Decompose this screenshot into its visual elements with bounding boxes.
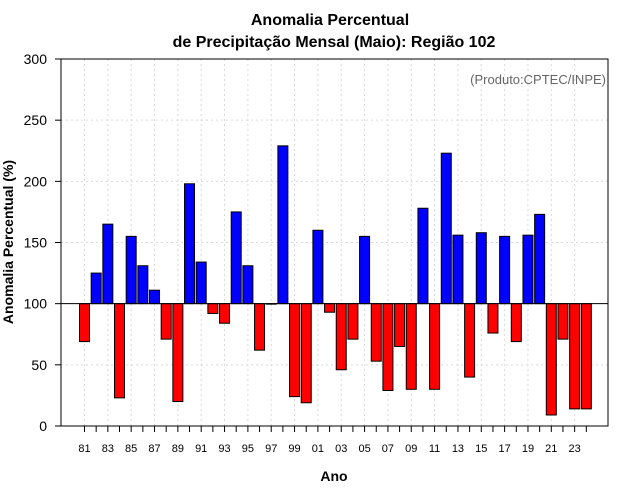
bar-2016 bbox=[487, 303, 499, 334]
x-tick-label: 93 bbox=[218, 443, 230, 455]
x-tick-label: 21 bbox=[545, 443, 557, 455]
x-tick-label: 95 bbox=[242, 443, 254, 455]
y-tick-label: 300 bbox=[24, 51, 48, 67]
x-tick-label: 17 bbox=[498, 443, 510, 455]
bar-2011 bbox=[429, 303, 441, 390]
bar-2005 bbox=[359, 235, 371, 305]
x-tick-label: 07 bbox=[382, 443, 394, 455]
bar-1983 bbox=[102, 223, 114, 305]
bar-1994 bbox=[230, 211, 242, 305]
bar-1985 bbox=[125, 235, 137, 305]
bar-2000 bbox=[300, 303, 312, 404]
bar-2018 bbox=[510, 303, 522, 343]
x-tick-label: 87 bbox=[148, 443, 160, 455]
bar-2001 bbox=[312, 229, 324, 305]
x-axis-ticks: 81 83 85 87 89 91 93 95 97 99 01 03 05 07 09 11 13 15 17 19… bbox=[78, 426, 587, 455]
bar-2017 bbox=[499, 235, 511, 305]
bar-2013 bbox=[452, 234, 464, 305]
bar-2004 bbox=[347, 303, 359, 340]
bar-1988 bbox=[160, 303, 172, 340]
bar-2012 bbox=[440, 152, 452, 305]
x-axis-label: Ano bbox=[320, 468, 347, 484]
x-tick-label: 81 bbox=[78, 443, 90, 455]
y-tick-label: 200 bbox=[24, 173, 48, 189]
chart-title-line1: Anomalia Percentual bbox=[251, 12, 409, 29]
bar-1996 bbox=[254, 303, 266, 351]
bar-2020 bbox=[534, 213, 546, 305]
bar-1982 bbox=[90, 272, 102, 305]
y-axis-ticks: 0 50 100 150 200 250 300 bbox=[24, 51, 61, 434]
x-tick-label: 23 bbox=[569, 443, 581, 455]
y-tick-label: 0 bbox=[39, 418, 47, 434]
bar-1984 bbox=[114, 303, 126, 399]
y-axis-label: Anomalia Percentual (%) bbox=[0, 160, 16, 324]
y-tick-label: 50 bbox=[31, 357, 47, 373]
bars bbox=[79, 145, 592, 416]
bar-2002 bbox=[324, 303, 336, 313]
bar-2008 bbox=[394, 303, 406, 347]
bar-2019 bbox=[522, 234, 534, 305]
y-tick-label: 100 bbox=[24, 296, 48, 312]
bar-1992 bbox=[207, 303, 219, 314]
bar-1991 bbox=[195, 261, 207, 305]
x-tick-label: 15 bbox=[475, 443, 487, 455]
bar-1989 bbox=[172, 303, 184, 403]
bar-2021 bbox=[545, 303, 557, 416]
bar-2009 bbox=[405, 303, 417, 390]
x-tick-label: 03 bbox=[335, 443, 347, 455]
bar-2015 bbox=[475, 232, 487, 305]
x-tick-label: 99 bbox=[288, 443, 300, 455]
y-tick-label: 150 bbox=[24, 235, 48, 251]
x-tick-label: 09 bbox=[405, 443, 417, 455]
bar-1995 bbox=[242, 265, 254, 305]
credit-annotation: (Produto:CPTEC/INPE) bbox=[470, 72, 606, 87]
x-tick-label: 13 bbox=[452, 443, 464, 455]
x-tick-label: 85 bbox=[125, 443, 137, 455]
bar-1987 bbox=[149, 289, 161, 305]
bar-2022 bbox=[557, 303, 569, 340]
bar-1998 bbox=[277, 145, 289, 305]
x-tick-label: 05 bbox=[358, 443, 370, 455]
x-tick-label: 19 bbox=[522, 443, 534, 455]
bar-1981 bbox=[79, 303, 90, 343]
y-tick-label: 250 bbox=[24, 112, 48, 128]
x-tick-label: 89 bbox=[172, 443, 184, 455]
bar-1993 bbox=[219, 303, 231, 324]
bar-1990 bbox=[184, 183, 196, 305]
bar-2006 bbox=[370, 303, 382, 362]
bar-2023 bbox=[569, 303, 581, 410]
bar-1999 bbox=[289, 303, 301, 398]
bar-2007 bbox=[382, 303, 394, 392]
bar-2010 bbox=[417, 207, 429, 305]
x-tick-label: 97 bbox=[265, 443, 277, 455]
bar-2003 bbox=[335, 303, 347, 371]
bar-2014 bbox=[464, 303, 476, 378]
chart-title-line2: de Precipitação Mensal (Maio): Região 10… bbox=[173, 34, 496, 51]
x-tick-label: 83 bbox=[102, 443, 114, 455]
bar-2024 bbox=[580, 303, 592, 410]
x-tick-label: 01 bbox=[312, 443, 324, 455]
x-tick-label: 91 bbox=[195, 443, 207, 455]
bar-1986 bbox=[137, 265, 149, 305]
x-tick-label: 11 bbox=[429, 443, 440, 455]
